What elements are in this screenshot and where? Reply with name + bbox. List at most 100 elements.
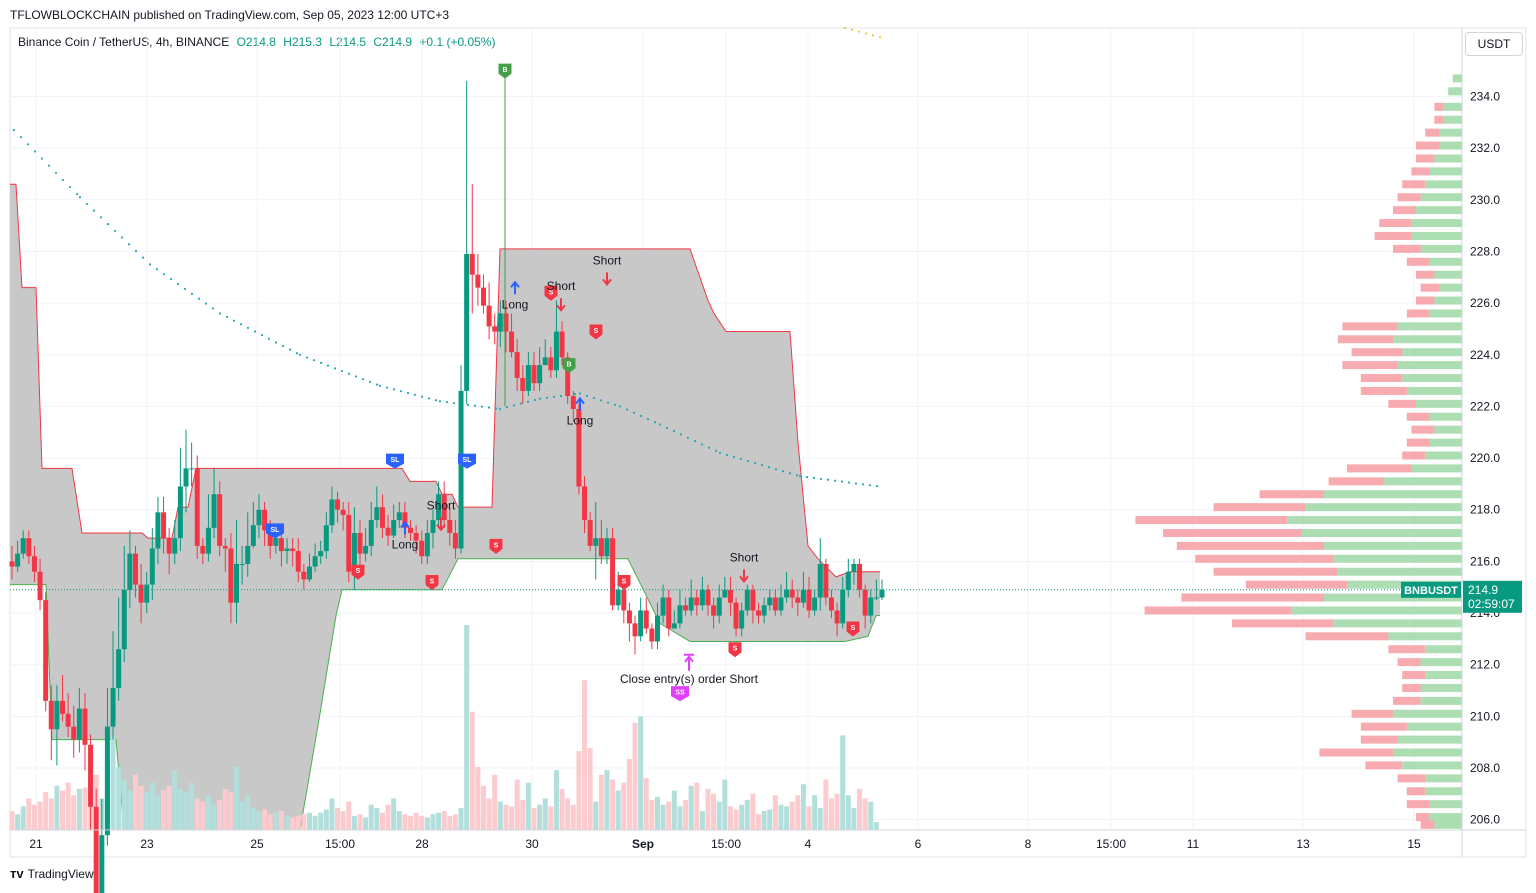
candle [301, 571, 307, 580]
volume-bar [626, 759, 632, 830]
candle [812, 597, 818, 611]
vp-buy-bar [1434, 820, 1462, 829]
candle [570, 396, 576, 410]
price-label: BNBUSDT 214.902:59:07 [1401, 580, 1522, 613]
candle [593, 538, 599, 546]
symbol-title: Binance Coin / TetherUS, 4h, BINANCE [18, 35, 230, 49]
volume-bar [217, 800, 223, 830]
footer-brand[interactable]: ᴛᴠ TradingView [10, 866, 94, 881]
vp-buy-bar [1402, 761, 1462, 770]
vp-sell-bar [1420, 283, 1439, 292]
signal-s-marker: S [846, 621, 860, 637]
ma-dot [183, 287, 187, 291]
vp-sell-bar [1319, 748, 1393, 757]
ma-dot [545, 396, 549, 399]
ma-dot [552, 395, 556, 398]
candle [127, 553, 133, 590]
volume-bar [677, 806, 683, 830]
candle [559, 331, 565, 358]
x-tick-label: 25 [250, 837, 264, 851]
ma-dot [606, 401, 610, 404]
volume-bar [340, 811, 346, 830]
volume-bar [480, 785, 486, 830]
vp-buy-bar [1406, 386, 1462, 395]
volume-bar [744, 800, 750, 830]
candle [699, 589, 705, 606]
candle [436, 494, 442, 521]
candle [840, 589, 846, 624]
candle [660, 597, 666, 616]
ma-dot [54, 171, 58, 174]
volume-bar [542, 798, 548, 830]
candle [234, 563, 240, 603]
volume-bar [767, 809, 773, 830]
ma-dot [665, 426, 669, 429]
volume-bar [576, 751, 582, 830]
vp-buy-bar [1429, 438, 1462, 447]
volume-bar [503, 804, 509, 830]
signal-s-marker: S [544, 285, 558, 301]
candle [756, 610, 762, 616]
x-tick-label: 8 [1025, 837, 1032, 851]
currency-button[interactable]: USDT [1465, 32, 1523, 56]
vp-sell-bar [1232, 619, 1334, 628]
vp-buy-bar [1425, 671, 1462, 680]
ma-dot [312, 359, 316, 362]
candle [587, 520, 593, 546]
volume-bar [486, 798, 492, 830]
vp-buy-bar [1324, 541, 1462, 550]
ohlc-close: C214.9 [373, 35, 413, 49]
y-tick-label: 234.0 [1470, 89, 1500, 103]
ma-dot [653, 421, 657, 424]
signal-sl-marker: SL [386, 453, 404, 469]
ma-dot [452, 401, 456, 405]
volume-bar [402, 814, 408, 830]
ma-dot [732, 455, 736, 459]
signal-text: S [549, 289, 554, 296]
ma-dot [725, 453, 729, 457]
countdown-text: 02:59:07 [1468, 597, 1515, 611]
y-tick-label: 222.0 [1470, 399, 1500, 413]
vp-buy-bar [1429, 167, 1462, 176]
volume-bar [262, 809, 268, 830]
annotation-label: Long [392, 537, 419, 551]
candle [441, 494, 447, 521]
vp-buy-bar [1429, 257, 1462, 266]
annotation-label: Short [427, 499, 456, 513]
signal-badge [266, 523, 284, 539]
volume-bar [408, 815, 414, 830]
signal-text: S [356, 568, 361, 575]
vp-sell-bar [1416, 296, 1435, 305]
candle [26, 538, 32, 557]
candle [363, 545, 369, 554]
candle [149, 548, 155, 585]
ma-dot [875, 485, 879, 488]
candle [784, 589, 790, 598]
vp-buy-bar [1291, 606, 1462, 615]
ma-dot [445, 401, 449, 404]
vp-sell-bar [1402, 451, 1426, 460]
candle [217, 494, 223, 546]
signal-s-marker: S [489, 538, 503, 554]
candle [626, 610, 632, 624]
ma-dot [288, 348, 292, 351]
y-tick-label: 220.0 [1470, 451, 1500, 465]
vp-buy-bar [1301, 528, 1462, 537]
candle [677, 605, 683, 624]
candle [671, 623, 677, 629]
vp-sell-bar [1393, 696, 1421, 705]
volume-bar [436, 812, 442, 830]
ma-dot-yellow [872, 34, 874, 37]
candle [9, 561, 15, 567]
candle [228, 548, 234, 603]
ma-dot [538, 397, 542, 400]
volume-bar [587, 748, 593, 830]
volume-bar [610, 779, 616, 830]
ma-dot [106, 222, 110, 226]
vp-sell-bar [1360, 386, 1407, 395]
ma-dot [700, 443, 704, 446]
volume-bar [593, 801, 599, 830]
vp-buy-bar [1425, 180, 1462, 189]
candle [172, 538, 178, 554]
